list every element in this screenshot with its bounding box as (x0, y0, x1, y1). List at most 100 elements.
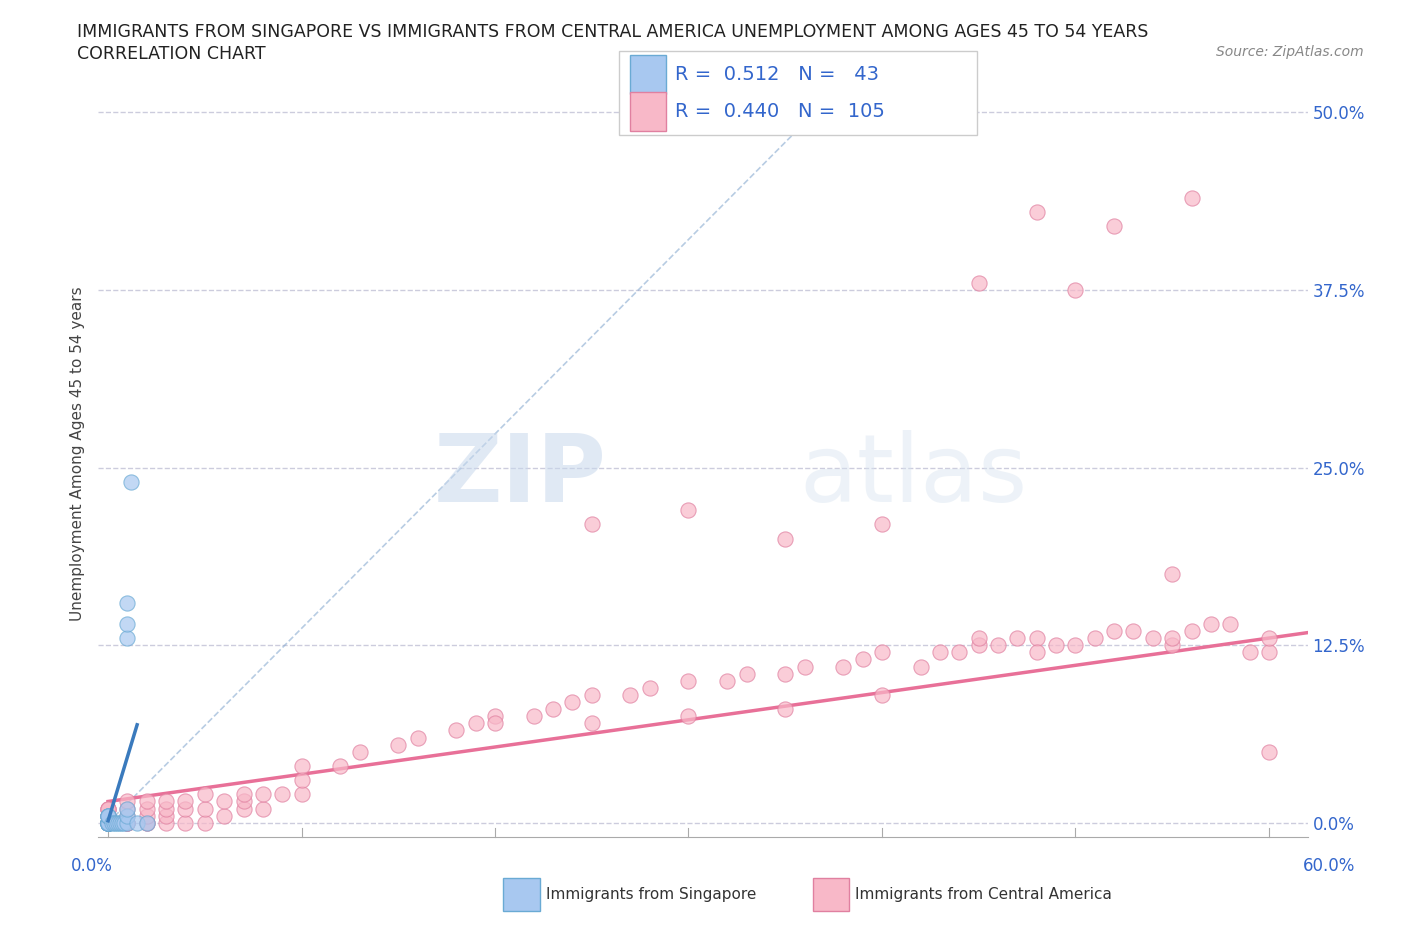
Point (117, 808, 139, 823)
Point (97, 816, 120, 830)
Text: CORRELATION CHART: CORRELATION CHART (77, 45, 266, 62)
Point (1180, 623, 1202, 638)
Point (290, 759, 312, 774)
Point (97, 816, 120, 830)
Point (852, 652, 875, 667)
Text: Source: ZipAtlas.com: Source: ZipAtlas.com (1216, 45, 1364, 59)
Point (117, 816, 139, 830)
Point (1064, 638, 1087, 653)
Point (387, 737, 409, 752)
Point (117, 816, 139, 830)
Point (97, 808, 120, 823)
Point (97, 816, 120, 830)
Point (1084, 631, 1107, 645)
Point (97, 816, 120, 830)
Point (135, 816, 157, 830)
Point (97, 816, 120, 830)
Point (97, 816, 120, 830)
Point (870, 517, 893, 532)
Point (716, 673, 738, 688)
Point (349, 744, 371, 759)
Point (97, 816, 120, 830)
Point (117, 816, 139, 830)
Point (1025, 205, 1047, 219)
Point (155, 808, 177, 823)
Point (1219, 617, 1241, 631)
Point (97, 816, 120, 830)
Point (678, 673, 700, 688)
Point (1025, 631, 1047, 645)
Point (773, 666, 796, 681)
Point (406, 730, 429, 745)
Point (194, 816, 217, 830)
Point (120, 474, 142, 489)
Point (1257, 644, 1279, 659)
Point (484, 716, 506, 731)
Point (174, 801, 197, 816)
Point (117, 595, 139, 610)
Point (581, 687, 603, 702)
Text: Immigrants from Central America: Immigrants from Central America (855, 887, 1112, 902)
Text: atlas: atlas (800, 431, 1028, 523)
Point (232, 801, 254, 816)
Point (619, 687, 641, 702)
Text: Immigrants from Singapore: Immigrants from Singapore (546, 887, 756, 902)
Point (1007, 631, 1029, 645)
Point (832, 659, 855, 674)
Point (1257, 631, 1279, 645)
Point (104, 816, 127, 830)
Point (97, 816, 120, 830)
Point (97, 816, 120, 830)
Point (212, 808, 235, 823)
Point (117, 816, 139, 830)
Point (967, 638, 990, 653)
Point (967, 275, 990, 290)
Point (484, 709, 506, 724)
Point (252, 801, 274, 816)
Point (97, 816, 120, 830)
Point (541, 702, 564, 717)
Point (135, 801, 157, 816)
Point (97, 816, 120, 830)
Point (290, 787, 312, 802)
Point (117, 794, 139, 809)
Point (97, 808, 120, 823)
Point (523, 709, 546, 724)
Point (97, 816, 120, 830)
Point (97, 816, 120, 830)
Point (97, 816, 120, 830)
Point (97, 801, 120, 816)
Point (101, 816, 124, 830)
Point (793, 659, 815, 674)
Point (581, 716, 603, 731)
Point (773, 531, 796, 546)
Point (329, 759, 352, 774)
Point (1102, 623, 1125, 638)
Point (1142, 631, 1164, 645)
Point (117, 801, 139, 816)
Point (97, 801, 120, 816)
Point (1257, 744, 1279, 759)
Point (252, 787, 274, 802)
Point (97, 816, 120, 830)
Point (678, 503, 700, 518)
Point (1161, 566, 1184, 581)
Point (97, 816, 120, 830)
Point (155, 816, 177, 830)
Point (97, 816, 120, 830)
Point (1161, 631, 1184, 645)
Point (1199, 617, 1222, 631)
Point (97, 808, 120, 823)
Point (97, 816, 120, 830)
Point (135, 794, 157, 809)
Point (97, 808, 120, 823)
Point (1045, 638, 1067, 653)
Point (97, 816, 120, 830)
Point (987, 638, 1010, 653)
Point (117, 617, 139, 631)
Point (773, 702, 796, 717)
Point (117, 801, 139, 816)
Point (97, 816, 120, 830)
Point (111, 816, 134, 830)
Point (97, 816, 120, 830)
